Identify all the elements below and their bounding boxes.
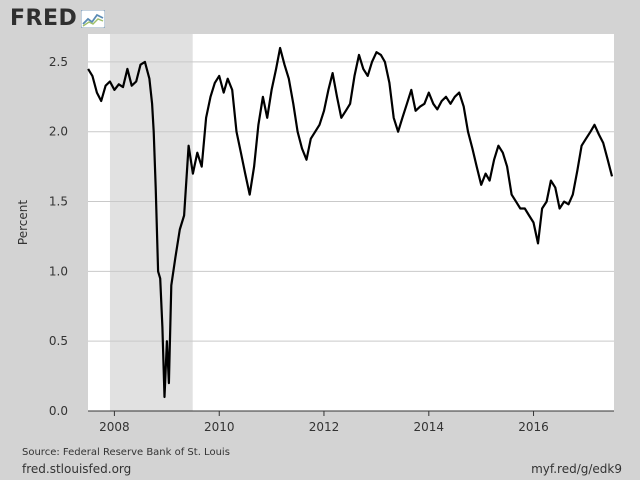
fred-chart-icon [81,9,106,28]
x-tick-label: 2012 [309,420,340,434]
source-note: Source: Federal Reserve Bank of St. Loui… [22,447,230,458]
fred-logo[interactable]: FRED [10,6,106,31]
short-link[interactable]: myf.red/g/edk9 [531,462,622,476]
y-tick-label: 2.0 [49,125,68,139]
x-tick-label: 2010 [204,420,235,434]
y-tick-label: 2.5 [49,55,68,69]
series-line [87,46,614,399]
y-tick-label: 0.0 [49,404,68,418]
y-tick-label: 1.0 [49,264,68,278]
fred-url[interactable]: fred.stlouisfed.org [22,462,132,476]
y-tick-label: 0.5 [49,334,68,348]
x-tick-label: 2016 [518,420,549,434]
y-tick-label: 1.5 [49,195,68,209]
x-tick-label: 2014 [414,420,445,434]
logo-text: FRED [10,6,78,31]
y-axis-label: Percent [16,200,30,245]
x-tick-label: 2008 [99,420,130,434]
